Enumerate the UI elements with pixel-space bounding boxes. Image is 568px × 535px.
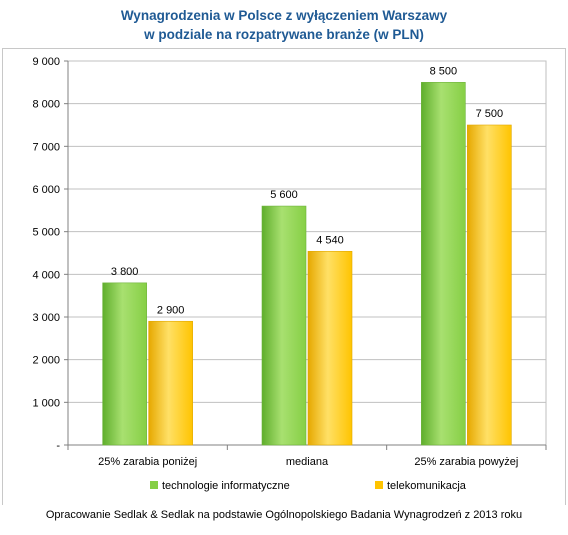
- y-tick-label: 9 000: [32, 56, 60, 68]
- plot-area: [67, 60, 547, 446]
- bar-chart: - 1 000 2 000 3 000 4 000 5 000 6 000 7 000 8 00…: [2, 48, 566, 505]
- y-tick-label: 8 000: [32, 99, 60, 111]
- bar-it: [261, 205, 307, 446]
- x-tick-label: mediana: [286, 456, 329, 468]
- data-label: 3 800: [111, 266, 139, 278]
- y-tick-label: 2 000: [32, 355, 60, 367]
- legend-swatch-it: [150, 481, 158, 489]
- legend-label: technologie informatyczne: [162, 480, 290, 492]
- y-tick-label: 6 000: [32, 184, 60, 196]
- y-tick-label: 4 000: [32, 269, 60, 281]
- y-tick-label: 3 000: [32, 312, 60, 324]
- data-label: 8 500: [430, 65, 458, 77]
- source-note: Opracowanie Sedlak & Sedlak na podstawie…: [45, 509, 523, 521]
- chart-border: [2, 48, 566, 505]
- chart-title: Wynagrodzenia w Polsce z wyłączeniem War…: [120, 8, 448, 23]
- bar-telecom: [467, 124, 512, 446]
- y-tick-label: 7 000: [32, 141, 60, 153]
- legend-label: telekomunikacja: [387, 480, 467, 492]
- data-label: 2 900: [157, 304, 185, 316]
- bar-telecom: [148, 320, 193, 446]
- bar-telecom: [307, 250, 353, 446]
- x-tick-label: 25% zarabia powyżej: [414, 456, 518, 468]
- data-label: 7 500: [476, 108, 504, 120]
- chart-subtitle: w podziale na rozpatrywane branże (w PLN…: [144, 27, 424, 42]
- bar-it: [421, 82, 466, 446]
- legend-swatch-telecom: [375, 481, 383, 489]
- bar-it: [102, 282, 147, 446]
- chart-title-block: Wynagrodzenia w Polsce z wyłączeniem War…: [0, 6, 568, 44]
- data-label: 4 540: [316, 234, 344, 246]
- y-tick-label: 5 000: [32, 227, 60, 239]
- x-tick-label: 25% zarabia poniżej: [98, 456, 197, 468]
- y-tick-label: 1 000: [32, 397, 60, 409]
- data-label: 5 600: [270, 189, 298, 201]
- y-tick-label: -: [56, 440, 60, 452]
